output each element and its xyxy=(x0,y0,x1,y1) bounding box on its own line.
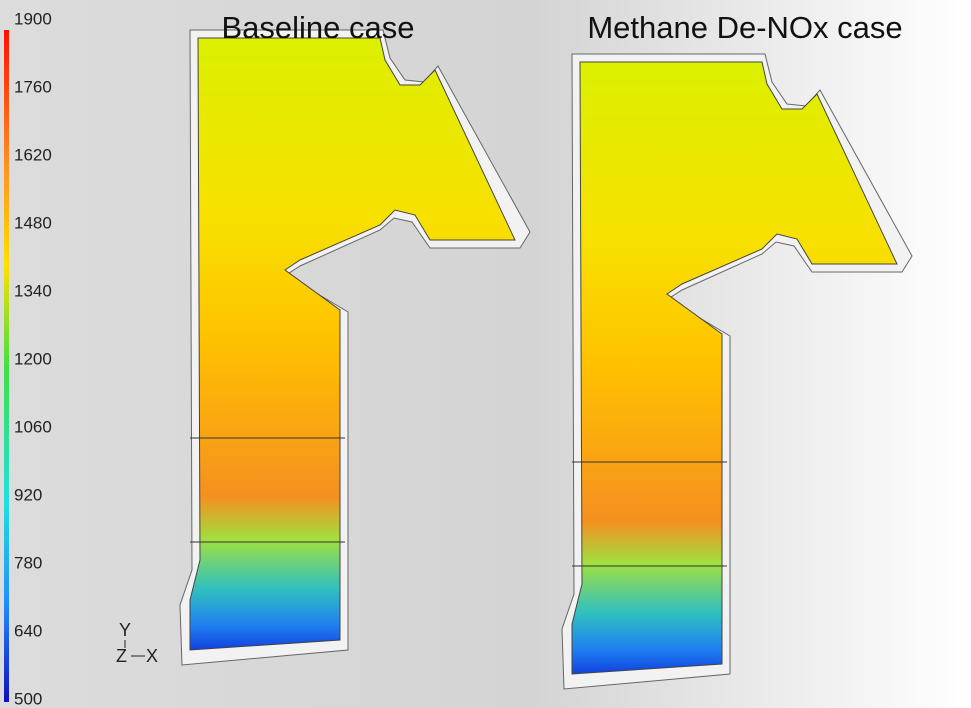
panel-title: Baseline case xyxy=(221,10,414,45)
colorbar-label: 780 xyxy=(14,553,42,572)
colorbar xyxy=(4,30,9,702)
colorbar-label: 1200 xyxy=(14,349,52,368)
axis-label: Y xyxy=(119,620,131,640)
colorbar-label: 1340 xyxy=(14,281,52,300)
colorbar-label: 1900 xyxy=(14,9,52,28)
colorbar-label: 640 xyxy=(14,621,42,640)
colorbar-label: 500 xyxy=(14,689,42,708)
colorbar-label: 1760 xyxy=(14,77,52,96)
colorbar-label: 1060 xyxy=(14,417,52,436)
colorbar-label: 1620 xyxy=(14,145,52,164)
colorbar-label: 920 xyxy=(14,485,42,504)
panel-title: Methane De-NOx case xyxy=(587,10,902,45)
colorbar-label: 1480 xyxy=(14,213,52,232)
axis-label: X xyxy=(146,646,158,666)
axis-label: Z xyxy=(116,646,127,666)
